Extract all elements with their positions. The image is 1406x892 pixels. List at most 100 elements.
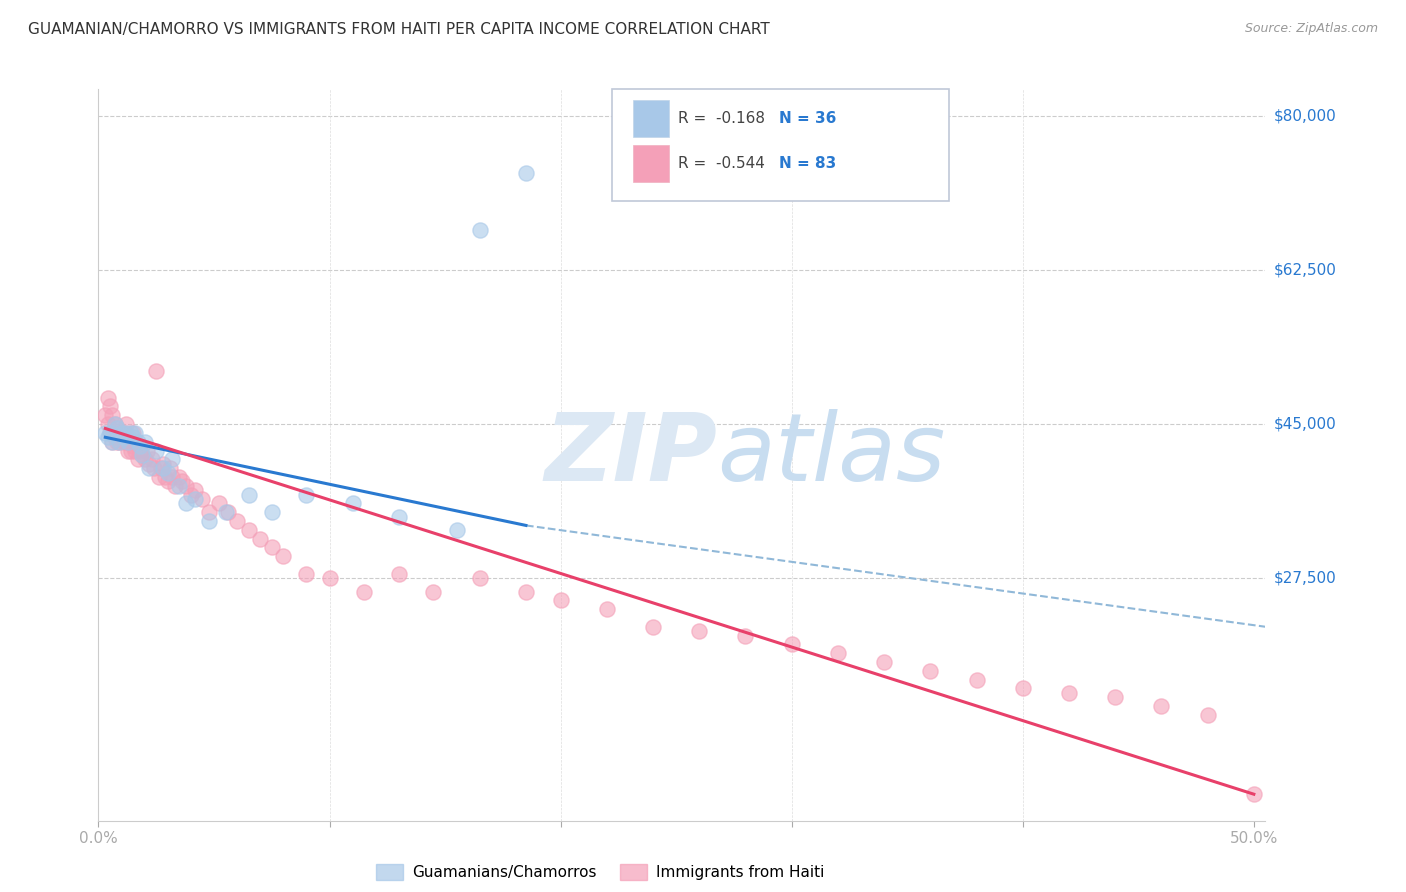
Point	[112, 425, 135, 440]
Point	[105, 434, 128, 449]
Point	[127, 452, 149, 467]
Point	[159, 461, 181, 475]
Point	[138, 457, 160, 471]
Text: ZIP: ZIP	[544, 409, 717, 501]
Point	[115, 425, 138, 440]
Text: Source: ZipAtlas.com: Source: ZipAtlas.com	[1244, 22, 1378, 36]
Point	[105, 421, 128, 435]
Point	[184, 483, 207, 498]
Point	[142, 461, 165, 475]
Point	[1011, 681, 1033, 696]
Point	[169, 479, 191, 493]
Point	[122, 430, 145, 444]
Point	[446, 523, 468, 537]
Point	[295, 566, 318, 581]
Point	[110, 425, 132, 440]
Point	[134, 434, 156, 449]
Point	[129, 439, 152, 453]
Point	[122, 425, 145, 440]
Point	[550, 593, 572, 607]
Y-axis label: Per Capita Income: Per Capita Income	[0, 392, 7, 518]
Point	[112, 434, 135, 449]
Point	[120, 443, 142, 458]
Point	[170, 475, 193, 489]
Point	[249, 532, 271, 546]
Point	[1150, 699, 1173, 714]
Point	[104, 430, 127, 444]
Point	[1197, 707, 1219, 722]
Point	[169, 470, 191, 484]
Point	[873, 655, 896, 669]
Point	[145, 443, 167, 458]
Point	[120, 425, 142, 440]
Point	[117, 434, 139, 449]
Point	[163, 479, 186, 493]
Point	[295, 487, 318, 501]
Point	[156, 475, 179, 489]
Point	[1243, 787, 1265, 801]
Point	[152, 457, 174, 471]
Point	[145, 364, 167, 378]
Text: $27,500: $27,500	[1274, 571, 1337, 586]
Text: N = 83: N = 83	[779, 156, 837, 170]
Point	[260, 505, 283, 519]
Point	[127, 434, 149, 449]
Point	[780, 637, 803, 651]
Point	[174, 496, 197, 510]
Point	[97, 417, 120, 431]
Point	[124, 425, 146, 440]
Point	[388, 509, 411, 524]
Point	[138, 461, 160, 475]
Point	[101, 434, 124, 449]
Point	[141, 452, 163, 467]
Point	[115, 417, 138, 431]
Point	[155, 470, 177, 484]
Point	[515, 166, 537, 180]
Point	[112, 430, 135, 444]
Point	[388, 566, 411, 581]
Point	[110, 425, 132, 440]
Point	[98, 425, 121, 440]
Point	[97, 391, 120, 405]
Point	[734, 629, 756, 643]
Text: R =  -0.168: R = -0.168	[678, 112, 765, 126]
Point	[641, 620, 664, 634]
Point	[198, 514, 221, 528]
Point	[1104, 690, 1126, 705]
Point	[184, 491, 207, 506]
Point	[129, 443, 152, 458]
Point	[110, 430, 132, 444]
Point	[238, 487, 260, 501]
Point	[156, 466, 179, 480]
Point	[191, 491, 214, 506]
Point	[271, 549, 294, 564]
Point	[198, 505, 221, 519]
Text: N = 36: N = 36	[779, 112, 837, 126]
Legend: Guamanians/Chamorros, Immigrants from Haiti: Guamanians/Chamorros, Immigrants from Ha…	[370, 858, 831, 886]
Point	[124, 443, 146, 458]
Point	[148, 470, 170, 484]
Text: GUAMANIAN/CHAMORRO VS IMMIGRANTS FROM HAITI PER CAPITA INCOME CORRELATION CHART: GUAMANIAN/CHAMORRO VS IMMIGRANTS FROM HA…	[28, 22, 770, 37]
Point	[136, 443, 159, 458]
Point	[131, 448, 153, 462]
Point	[108, 434, 131, 449]
Point	[515, 584, 537, 599]
Point	[353, 584, 375, 599]
Point	[120, 434, 142, 449]
Point	[97, 430, 120, 444]
Point	[134, 452, 156, 467]
Point	[207, 496, 229, 510]
Point	[827, 646, 849, 660]
Point	[108, 425, 131, 440]
Text: R =  -0.544: R = -0.544	[678, 156, 765, 170]
Point	[422, 584, 444, 599]
Point	[101, 409, 124, 423]
Point	[115, 434, 138, 449]
Point	[214, 505, 236, 519]
Point	[217, 505, 239, 519]
Text: $45,000: $45,000	[1274, 417, 1337, 432]
Text: $62,500: $62,500	[1274, 262, 1337, 277]
Point	[98, 425, 121, 440]
Point	[131, 448, 153, 462]
Point	[162, 470, 184, 484]
